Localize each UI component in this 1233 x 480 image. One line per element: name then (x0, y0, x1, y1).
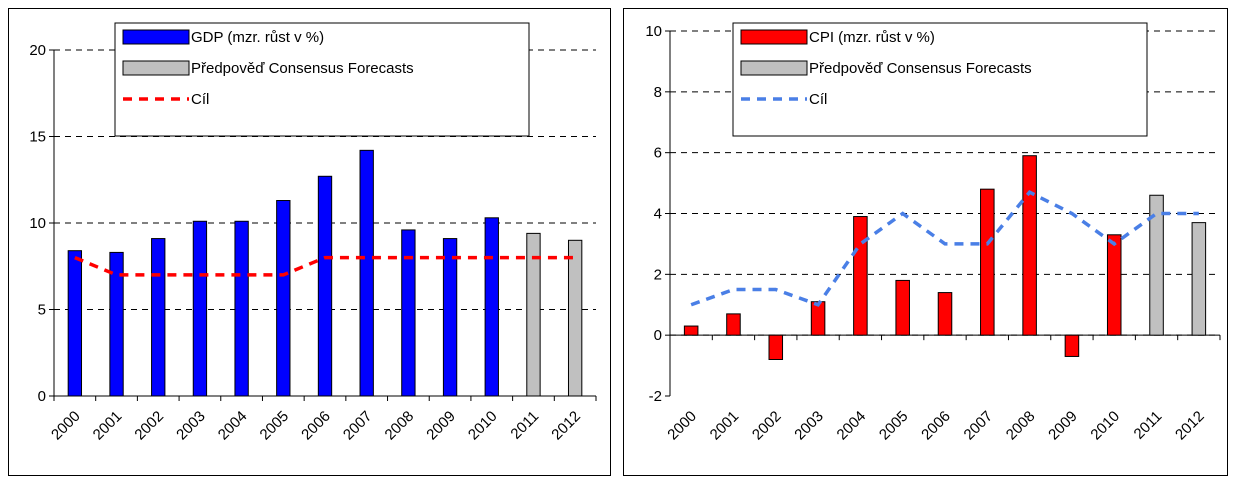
x-tick-label: 2012 (548, 408, 584, 444)
legend-swatch (122, 60, 190, 76)
y-tick-label: 15 (29, 129, 46, 146)
legend-label: Cíl (809, 91, 827, 108)
bar (276, 200, 291, 397)
bar (567, 239, 583, 397)
x-tick-label: 2009 (1045, 408, 1081, 444)
x-tick-label: 2001 (90, 408, 126, 444)
x-tick-label: 2011 (507, 408, 542, 443)
y-tick-label: 10 (645, 23, 662, 40)
x-tick-label: 2005 (257, 408, 293, 444)
bar (1064, 334, 1080, 357)
bar (726, 313, 741, 336)
x-tick-label: 2001 (707, 408, 743, 444)
x-tick-label: 2002 (749, 408, 785, 444)
gdp-chart-panel: 0 5 10 15 20 2000 2001 2002 2003 2004 2005 2006 2007… (8, 8, 611, 476)
bar (1106, 234, 1122, 336)
gdp-chart: 0 5 10 15 20 2000 2001 2002 2003 2004 2005 2006 2007… (29, 22, 597, 444)
y-tick-label: 8 (654, 84, 662, 101)
bar (401, 229, 416, 397)
bar (1022, 155, 1037, 336)
bar (234, 220, 249, 397)
x-tick-label: 2007 (961, 408, 997, 444)
bar (442, 238, 458, 397)
y-tick-label: 0 (654, 327, 662, 344)
x-tick-label: 2005 (876, 408, 912, 444)
x-tick-label: 2008 (382, 408, 418, 444)
bar (484, 217, 499, 397)
x-tick-label: 2006 (918, 408, 954, 444)
x-tick-label: 2004 (834, 408, 870, 444)
x-tick-label: 2002 (131, 408, 167, 444)
bar (67, 250, 83, 397)
bar (768, 334, 784, 360)
legend-label: CPI (mzr. růst v %) (809, 29, 935, 46)
legend-label: Předpověď Consensus Forecasts (191, 60, 414, 77)
y-tick-label: 5 (38, 302, 46, 319)
x-tick-label: 2012 (1172, 408, 1208, 444)
x-tick-label: 2003 (791, 408, 827, 444)
bar (895, 279, 910, 336)
bar (1191, 222, 1207, 336)
legend-label: Předpověď Consensus Forecasts (809, 60, 1032, 77)
bar (109, 251, 124, 397)
x-tick-label: 2007 (340, 408, 376, 444)
legend-swatch (122, 29, 190, 45)
target-line (690, 190, 1199, 307)
bar (810, 301, 826, 336)
x-tick-label: 2011 (1131, 408, 1166, 443)
bar (151, 238, 166, 397)
legend-label: Cíl (191, 91, 209, 108)
bar (1149, 194, 1164, 336)
bar (359, 149, 374, 397)
y-tick-label: 0 (38, 388, 46, 405)
bar (937, 292, 953, 336)
x-tick-label: 2008 (1003, 408, 1039, 444)
bar (853, 216, 868, 336)
x-tick-label: 2000 (664, 408, 700, 444)
bar (980, 188, 995, 336)
x-tick-label: 2004 (215, 408, 251, 444)
x-tick-label: 2009 (423, 408, 459, 444)
x-tick-label: 2006 (298, 408, 334, 444)
y-tick-label: -2 (649, 388, 662, 405)
legend-label: GDP (mzr. růst v %) (191, 29, 324, 46)
legend-swatch (740, 29, 808, 45)
bar (317, 175, 333, 397)
x-tick-label: 2003 (173, 408, 209, 444)
y-tick-label: 4 (654, 206, 662, 223)
y-tick-label: 20 (29, 42, 46, 59)
bar (192, 220, 208, 397)
x-tick-label: 2000 (48, 408, 84, 444)
bar (683, 325, 699, 336)
x-tick-label: 2010 (465, 408, 501, 444)
y-tick-label: 6 (654, 145, 662, 162)
target-line (74, 255, 576, 277)
x-tick-label: 2010 (1087, 408, 1123, 444)
legend-swatch (740, 60, 808, 76)
bar (526, 232, 541, 397)
cpi-chart-panel: -2 0 2 4 6 8 10 2000 2001 2002 2003 2004 2005 2006 200… (623, 8, 1228, 476)
y-tick-label: 2 (654, 266, 662, 283)
y-tick-label: 10 (29, 215, 46, 232)
